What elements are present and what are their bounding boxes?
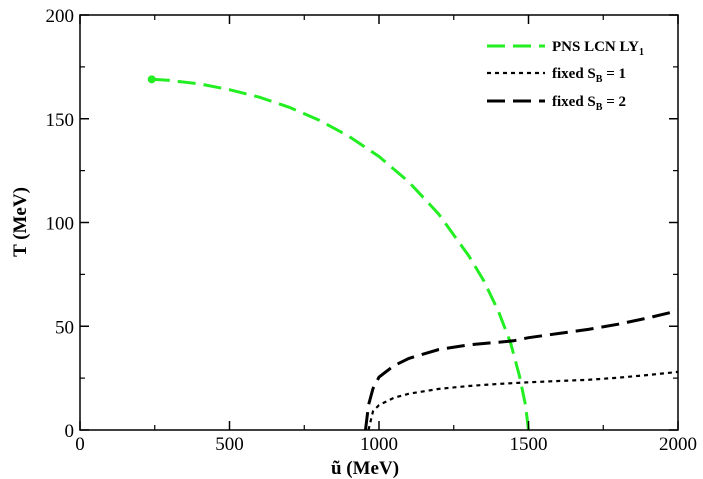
y-tick-label: 200	[46, 6, 75, 27]
legend: PNS LCN LY1 fixed SB = 1 fixed SB = 2	[487, 39, 644, 113]
x-axis-label: ũ (MeV)	[331, 458, 399, 479]
y-tick-label: 150	[46, 110, 75, 131]
x-tick-label: 0	[75, 434, 85, 455]
y-axis-label: T (MeV)	[10, 187, 31, 257]
series-start-marker	[147, 75, 156, 84]
series-line-1	[151, 77, 530, 431]
x-tick-label: 1500	[510, 434, 548, 455]
legend-label-3: fixed SB = 2	[552, 94, 626, 113]
y-tick-label: 0	[65, 421, 75, 442]
legend-label-2: fixed SB = 1	[552, 66, 626, 85]
x-tick-label: 2000	[659, 434, 697, 455]
ticks: 0 500 1000 1500 2000 0 50 100 150 200	[46, 6, 698, 455]
series-line-2	[367, 370, 679, 431]
y-tick-label: 50	[55, 317, 74, 338]
y-tick-label: 100	[46, 214, 75, 235]
legend-label-1: PNS LCN LY1	[552, 39, 644, 58]
series-line-3	[364, 309, 679, 431]
plot-frame	[79, 14, 679, 431]
x-tick-label: 1000	[360, 434, 398, 455]
x-tick-label: 500	[215, 434, 244, 455]
plot-lines	[147, 75, 679, 431]
